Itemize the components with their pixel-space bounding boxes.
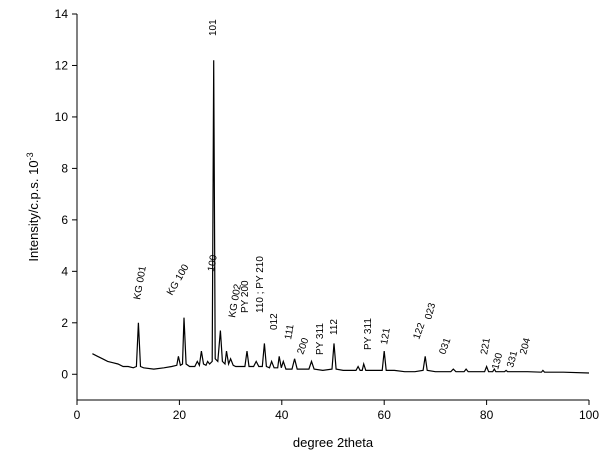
peak-label: 130 (490, 351, 505, 370)
peak-label: PY 311 (315, 323, 326, 355)
peak-label: 200 (295, 336, 311, 356)
x-tick-label: 0 (74, 408, 81, 422)
y-tick-label: 6 (61, 213, 68, 227)
y-axis-label-main: Intensity/c.p.s. 10 (26, 160, 41, 261)
x-tick-label: 40 (275, 408, 289, 422)
y-tick-label: 12 (55, 58, 69, 72)
peak-label: 122 (411, 321, 427, 341)
y-axis-label-exponent: -3 (25, 152, 35, 160)
peak-label: 012 (269, 313, 280, 330)
peak-label: PY 311 (363, 318, 374, 350)
peak-label: 111 (283, 323, 297, 340)
y-tick-label: 4 (61, 264, 68, 278)
peak-label: 100 (206, 254, 220, 273)
peak-label: 023 (423, 301, 438, 320)
y-tick-label: 8 (61, 161, 68, 175)
peak-label: PY 200 (240, 280, 251, 313)
peak-label: 112 (329, 319, 340, 335)
peak-label: 121 (379, 327, 393, 346)
peak-label: 101 (208, 19, 219, 36)
peak-label: KG 100 (165, 262, 192, 297)
x-axis-label: degree 2theta (293, 435, 374, 450)
peak-label: KG 001 (132, 265, 149, 301)
y-tick-label: 10 (55, 110, 69, 124)
peak-label: 204 (518, 336, 533, 355)
pattern-line (92, 60, 590, 374)
y-tick-label: 0 (61, 367, 68, 381)
peak-label: 110 ; PY 210 (255, 256, 266, 313)
peak-label: 031 (437, 336, 453, 356)
x-tick-label: 80 (480, 408, 494, 422)
y-tick-label: 14 (55, 7, 69, 21)
peak-label: 221 (479, 337, 493, 356)
y-axis-label: Intensity/c.p.s. 10-3 (25, 152, 41, 261)
x-tick-label: 20 (173, 408, 187, 422)
peak-label: 331 (505, 349, 520, 368)
x-tick-label: 60 (378, 408, 392, 422)
y-tick-label: 2 (61, 316, 68, 330)
x-tick-label: 100 (579, 408, 599, 422)
